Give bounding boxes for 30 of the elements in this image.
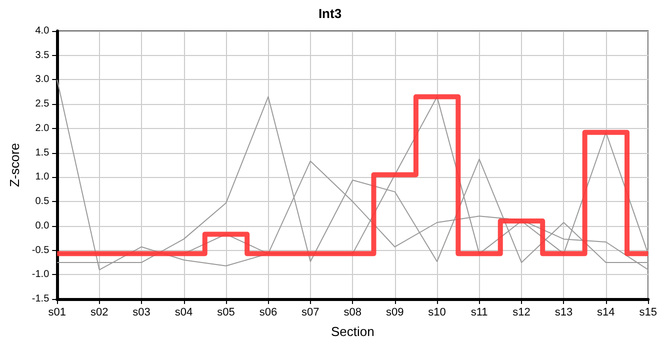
y-tick-label: 1.0 xyxy=(35,172,50,183)
y-tick-label: 4.0 xyxy=(35,26,50,36)
y-tick-label: 0.5 xyxy=(35,196,50,208)
y-tick-label: -0.5 xyxy=(32,244,50,256)
x-tick-label: s04 xyxy=(174,306,193,318)
x-tick-label: s12 xyxy=(512,306,530,318)
x-tick-label: s15 xyxy=(639,306,658,318)
x-tick-label: s03 xyxy=(132,306,150,318)
x-tick-label: s01 xyxy=(48,306,66,318)
y-tick-label: 2.5 xyxy=(35,98,50,110)
y-tick-label: 0.0 xyxy=(35,220,50,232)
x-tick-label: s10 xyxy=(428,306,446,318)
y-tick-label: 2.0 xyxy=(35,122,50,134)
x-tick-label: s05 xyxy=(217,306,235,318)
y-tick-label: -1.0 xyxy=(32,269,50,280)
y-tick-label: 3.0 xyxy=(35,74,50,86)
x-tick-label: s02 xyxy=(90,306,108,318)
y-tick-label: -1.5 xyxy=(32,294,50,304)
y-tick-label: 1.5 xyxy=(35,147,50,158)
chart-title: Int3 xyxy=(318,6,342,21)
x-tick-label: s07 xyxy=(302,306,320,318)
x-tick-label: s14 xyxy=(597,306,615,318)
x-tick-label: s11 xyxy=(470,306,488,318)
x-axis-title: Section xyxy=(330,324,374,339)
y-axis-title: Z-score xyxy=(7,142,22,188)
x-tick-label: s13 xyxy=(554,306,573,318)
x-tick-label: s06 xyxy=(259,306,278,318)
y-tick-label: 3.5 xyxy=(35,50,50,61)
x-tick-label: s09 xyxy=(386,306,404,318)
x-tick-label: s08 xyxy=(344,306,362,318)
